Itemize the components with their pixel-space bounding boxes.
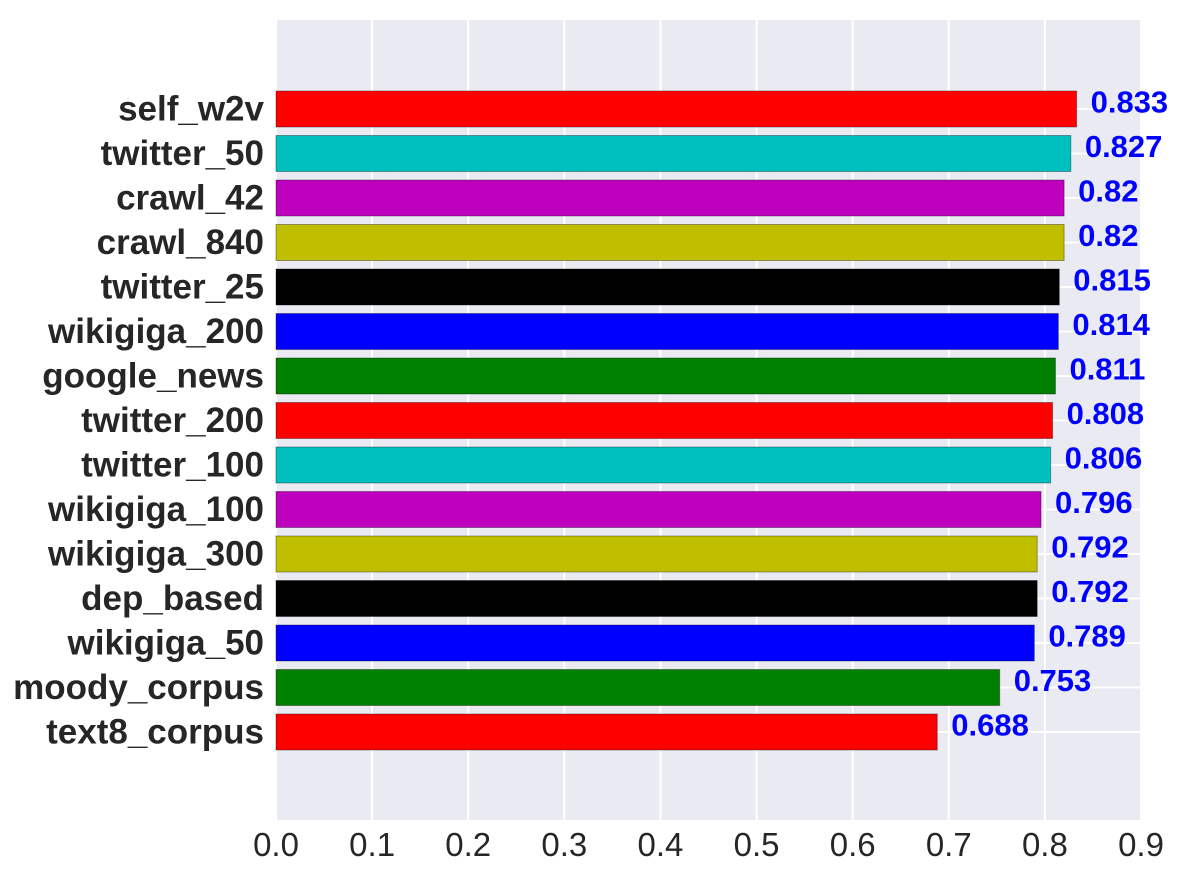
bar-text8_corpus [275, 713, 938, 751]
category-label: wikigiga_100 [47, 490, 264, 529]
bars [275, 90, 1078, 751]
x-tick-labels: 0.0 0.1 0.2 0.3 0.4 0.5 0.6 0.7 0.8 0.9 [253, 826, 1164, 863]
bar-crawl_42 [275, 179, 1065, 217]
value-labels: 0.833 0.827 0.82 0.82 0.815 0.814 0.811 0.808 0.… [951, 85, 1168, 743]
value-label: 0.815 [1073, 263, 1151, 298]
value-label: 0.82 [1078, 218, 1138, 253]
value-label: 0.833 [1091, 85, 1169, 120]
bar-crawl_840 [275, 224, 1065, 261]
value-label: 0.792 [1051, 574, 1129, 609]
value-label: 0.753 [1014, 663, 1092, 698]
value-label: 0.808 [1067, 396, 1145, 431]
x-tick-label: 0.2 [445, 826, 491, 863]
x-tick-label: 0.3 [541, 826, 587, 863]
value-label: 0.688 [951, 708, 1029, 743]
category-label: text8_corpus [46, 713, 264, 752]
value-label: 0.814 [1072, 307, 1150, 342]
category-labels: self_w2v twitter_50 crawl_42 crawl_840twitt… [13, 90, 264, 752]
category-label: dep_based [81, 579, 264, 618]
x-tick-label: 0.0 [253, 826, 299, 863]
bar-wikigiga_100 [275, 491, 1042, 528]
value-label: 0.82 [1078, 174, 1138, 209]
category-label: wikigiga_200 [47, 312, 264, 351]
bar-twitter_100 [275, 446, 1052, 484]
bar-moody_corpus [275, 669, 1001, 706]
category-label: twitter_100 [81, 446, 264, 485]
bar-twitter_200 [275, 402, 1054, 439]
category-label: crawl_42 [116, 179, 264, 218]
category-label: twitter_25 [101, 268, 264, 307]
bar-wikigiga_50 [275, 624, 1035, 662]
category-label: twitter_50 [101, 134, 264, 173]
bar-wikigiga_300 [275, 535, 1038, 573]
value-label: 0.789 [1048, 619, 1126, 654]
x-tick-label: 0.4 [638, 826, 684, 863]
value-label: 0.796 [1055, 485, 1133, 520]
x-tick-label: 0.8 [1022, 826, 1068, 863]
value-label: 0.792 [1051, 530, 1129, 565]
bar-wikigiga_200 [275, 313, 1059, 350]
bar-google_news [275, 357, 1056, 395]
x-tick-label: 0.9 [1118, 826, 1164, 863]
x-tick-label: 0.1 [349, 826, 395, 863]
category-label: wikigiga_300 [47, 535, 264, 574]
category-label: self_w2v [118, 90, 264, 129]
category-label: twitter_200 [81, 401, 264, 440]
x-tick-label: 0.5 [734, 826, 780, 863]
value-label: 0.811 [1069, 352, 1145, 387]
bar-self_w2v [275, 90, 1078, 128]
value-label: 0.827 [1085, 129, 1163, 164]
bar-twitter_25 [275, 268, 1060, 306]
category-label: crawl_840 [97, 223, 264, 262]
value-label: 0.806 [1065, 441, 1143, 476]
bar-dep_based [275, 580, 1038, 617]
category-label: wikigiga_50 [67, 624, 264, 663]
category-label: google_news [42, 357, 264, 396]
category-label: moody_corpus [13, 668, 264, 707]
bar-twitter_50 [275, 135, 1072, 172]
x-tick-label: 0.6 [830, 826, 876, 863]
x-tick-label: 0.7 [926, 826, 972, 863]
